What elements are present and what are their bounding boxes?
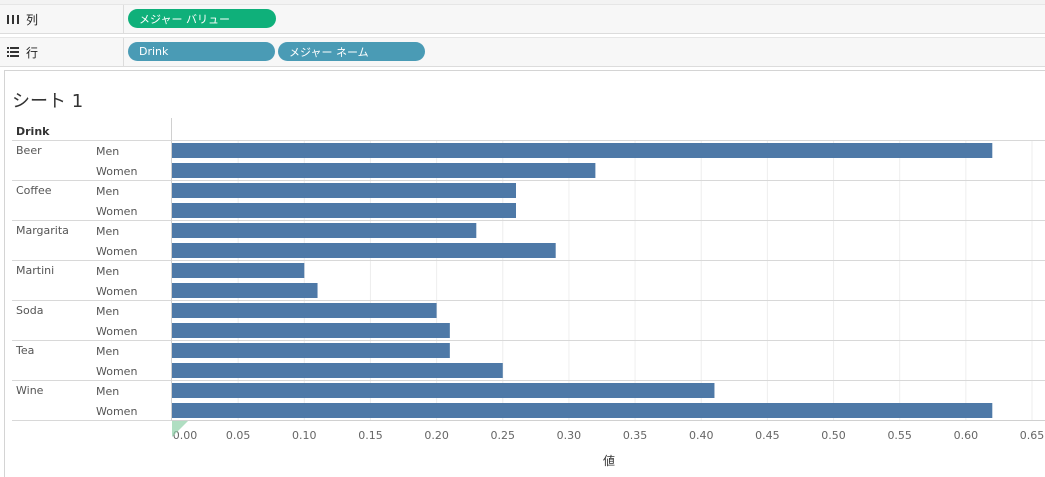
sheet-title: シート 1 [12,91,84,112]
bar [172,183,516,198]
x-tick-label: 0.60 [954,429,979,442]
bar [172,363,503,378]
measure-names-pill-label: メジャー ネーム [289,45,369,59]
series-label: Women [96,405,137,418]
columns-label-text: 列 [26,12,39,27]
series-label: Men [96,305,119,318]
row-header-drink: Drink [16,125,50,138]
columns-shelf[interactable]: 列 メジャー バリュー [0,4,1045,34]
x-tick-label: 0.65 [1020,429,1045,442]
bar [172,323,450,338]
x-axis-title: 値 [603,453,615,468]
drink-pill-label: Drink [139,45,169,58]
worksheet: シート 1 [4,70,1045,477]
bar [172,403,993,418]
series-label: Women [96,285,137,298]
x-tick-label: 0.50 [821,429,846,442]
bar [172,203,516,218]
series-label: Women [96,205,137,218]
rows-shelf[interactable]: 行 Drink メジャー ネーム [0,37,1045,67]
bar [172,303,437,318]
columns-shelf-label: 列 [0,5,124,33]
x-tick-label: 0.05 [226,429,251,442]
x-tick-label: 0.00 [173,429,198,442]
series-label: Women [96,165,137,178]
x-tick-label: 0.25 [491,429,516,442]
bar [172,283,318,298]
x-tick-label: 0.20 [424,429,449,442]
series-label: Men [96,345,119,358]
category-label: Martini [16,264,54,277]
x-tick-label: 0.55 [887,429,912,442]
measure-values-pill[interactable]: メジャー バリュー [128,9,276,28]
x-tick-label: 0.30 [557,429,582,442]
columns-icon [7,15,19,24]
measure-values-pill-label: メジャー バリュー [139,12,230,26]
bar [172,143,993,158]
series-label: Women [96,365,137,378]
drink-pill[interactable]: Drink [128,42,275,61]
x-tick-label: 0.45 [755,429,780,442]
category-label: Beer [16,144,42,157]
series-label: Men [96,185,119,198]
rows-icon [7,47,19,57]
bar [172,343,450,358]
category-label: Soda [16,304,43,317]
bar [172,383,715,398]
x-tick-label: 0.10 [292,429,317,442]
series-label: Men [96,145,119,158]
x-tick-label: 0.40 [689,429,714,442]
x-tick-label: 0.15 [358,429,383,442]
bar [172,163,596,178]
series-label: Women [96,325,137,338]
rows-shelf-label: 行 [0,38,124,66]
category-label: Tea [15,344,34,357]
bar [172,223,477,238]
origin-marker [172,421,188,437]
rows-label-text: 行 [26,45,39,60]
x-tick-label: 0.35 [623,429,648,442]
series-label: Women [96,245,137,258]
category-label: Wine [16,384,44,397]
measure-names-pill[interactable]: メジャー ネーム [278,42,425,61]
series-label: Men [96,225,119,238]
bar [172,243,556,258]
category-label: Coffee [16,184,52,197]
category-label: Margarita [16,224,69,237]
bar [172,263,305,278]
series-label: Men [96,265,119,278]
series-label: Men [96,385,119,398]
